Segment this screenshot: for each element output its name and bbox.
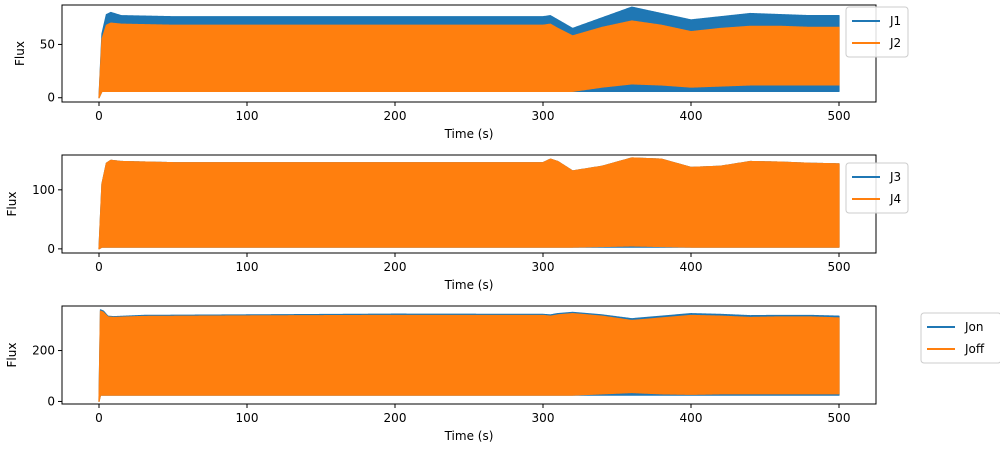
x-tick-label: 100	[236, 260, 259, 274]
subplot-2: 0 100 200 300 400 500 0 100 Time (s) Flux J3 J4	[5, 154, 909, 292]
series-J4	[98, 157, 840, 250]
legend-label: Jon	[964, 320, 984, 334]
x-tick-label: 100	[236, 411, 259, 425]
y-tick-label: 0	[47, 394, 55, 408]
y-tick-label: 50	[40, 37, 55, 51]
x-tick-label: 300	[532, 260, 555, 274]
x-tick-label: 0	[95, 411, 103, 425]
axes-frame	[61, 305, 877, 405]
series-Joff	[98, 310, 840, 403]
legend-box	[845, 6, 909, 58]
legend: J1 J2	[845, 6, 909, 58]
x-tick-label: 200	[384, 260, 407, 274]
plot-area	[98, 6, 840, 99]
x-tick-label: 500	[828, 260, 851, 274]
legend-label: J3	[889, 170, 901, 184]
legend-label: J1	[889, 14, 901, 28]
x-tick-label: 400	[680, 109, 703, 123]
y-axis-label: Flux	[13, 41, 27, 66]
subplot-3: 0 100 200 300 400 500 0 200 Time (s) Flux Jon Joff	[5, 305, 1000, 443]
y-axis-label: Flux	[5, 343, 19, 368]
legend: Jon Joff	[920, 312, 1000, 364]
x-tick-label: 500	[828, 411, 851, 425]
x-tick-label: 500	[828, 109, 851, 123]
x-tick-label: 400	[680, 260, 703, 274]
y-tick-label: 0	[47, 91, 55, 105]
y-tick-label: 100	[32, 183, 55, 197]
legend-label: J2	[889, 36, 901, 50]
plot-area	[98, 309, 840, 403]
legend-label: Joff	[964, 342, 985, 356]
y-axis-label: Flux	[5, 192, 19, 217]
x-tick-label: 200	[384, 411, 407, 425]
subplot-1: 0 100 200 300 400 500 0 50 Time (s) Flux J1 J2	[13, 4, 909, 141]
legend-box	[920, 312, 1000, 364]
series-J2	[98, 20, 840, 99]
x-tick-label: 300	[532, 411, 555, 425]
x-tick-label: 200	[384, 109, 407, 123]
x-axis-label: Time (s)	[444, 429, 494, 443]
legend-label: J4	[889, 192, 901, 206]
legend-box	[845, 162, 909, 214]
x-axis-label: Time (s)	[444, 278, 494, 292]
x-tick-label: 0	[95, 260, 103, 274]
plot-area	[98, 157, 840, 250]
y-tick-label: 0	[47, 242, 55, 256]
x-tick-label: 0	[95, 109, 103, 123]
x-tick-label: 100	[236, 109, 259, 123]
x-axis-label: Time (s)	[444, 127, 494, 141]
y-tick-label: 200	[32, 344, 55, 358]
x-tick-label: 400	[680, 411, 703, 425]
x-tick-label: 300	[532, 109, 555, 123]
legend: J3 J4	[845, 162, 909, 214]
